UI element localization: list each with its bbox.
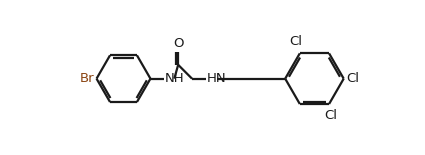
Text: Cl: Cl [324,109,337,122]
Text: NH: NH [165,72,185,85]
Text: Cl: Cl [346,72,359,85]
Text: Br: Br [79,72,94,85]
Text: HN: HN [207,72,226,85]
Text: Cl: Cl [289,35,303,48]
Text: O: O [173,37,184,50]
